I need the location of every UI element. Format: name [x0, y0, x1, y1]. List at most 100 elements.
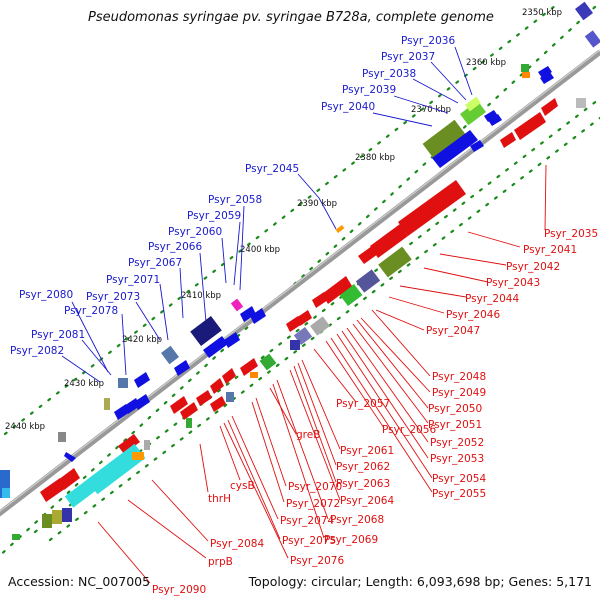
gene-label[interactable]: Psyr_2074	[280, 515, 334, 527]
gene-block	[190, 315, 222, 347]
leader-line	[297, 362, 337, 466]
gene-label[interactable]: Psyr_2047	[426, 325, 480, 337]
gene-block	[522, 72, 530, 78]
gene-label[interactable]: Psyr_2048	[432, 371, 486, 383]
gene-arrow	[174, 360, 190, 376]
gene-arrow	[538, 66, 552, 78]
leader-line	[269, 387, 297, 435]
gene-label[interactable]: Psyr_2081	[31, 329, 85, 341]
gene-label[interactable]: Psyr_2071	[106, 274, 160, 286]
leader-line	[454, 46, 473, 96]
gene-arrow	[540, 72, 554, 84]
gene-block	[465, 96, 481, 112]
inner-gene-labels: Psyr_2035 Psyr_2041 Psyr_2042 Psyr_2043 …	[152, 228, 598, 596]
gene-label[interactable]: prpB	[208, 556, 233, 568]
gene-label[interactable]: Psyr_2080	[19, 289, 73, 301]
gene-label[interactable]: Psyr_2056	[382, 424, 436, 436]
gene-label[interactable]: Psyr_2090	[152, 584, 206, 596]
gene-label[interactable]: Psyr_2049	[432, 387, 486, 399]
gene-label[interactable]: Psyr_2072	[286, 498, 340, 510]
gene-block	[86, 443, 146, 495]
gene-label[interactable]: Psyr_2084	[210, 538, 264, 550]
leader-line	[372, 112, 433, 127]
gene-block	[576, 98, 586, 108]
gene-label[interactable]: Psyr_2057	[336, 398, 390, 410]
gene-arrow	[500, 132, 516, 148]
gene-label[interactable]: Psyr_2063	[336, 478, 390, 490]
topology-text: Topology: circular; Length: 6,093,698 bp…	[248, 574, 592, 589]
gene-label[interactable]: Psyr_2043	[486, 277, 540, 289]
leader-line	[61, 355, 101, 383]
gene-block	[339, 283, 363, 307]
gene-label[interactable]: Psyr_2078	[64, 305, 118, 317]
gene-arrow	[322, 276, 352, 304]
leader-line	[71, 301, 109, 373]
gene-label[interactable]: Psyr_2070	[288, 481, 342, 493]
gene-arrow	[180, 402, 198, 420]
gene-label[interactable]: Psyr_2044	[465, 293, 519, 305]
gene-label[interactable]: Psyr_2076	[290, 555, 344, 567]
leader-line	[399, 285, 467, 298]
gene-label[interactable]: Psyr_2051	[428, 419, 482, 431]
gene-label[interactable]: thrH	[208, 493, 231, 505]
gene-label[interactable]: Psyr_2039	[342, 84, 396, 96]
gene-label[interactable]: Psyr_2036	[401, 35, 455, 47]
gene-label[interactable]: Psyr_2046	[446, 309, 500, 321]
gene-arrow	[358, 246, 378, 264]
gene-label[interactable]: Psyr_2069	[324, 534, 378, 546]
gene-label[interactable]: Psyr_2060	[168, 226, 222, 238]
leader-line	[179, 267, 184, 319]
gene-label[interactable]: Psyr_2040	[321, 101, 375, 113]
gene-label[interactable]: Psyr_2058	[208, 194, 262, 206]
gene-label[interactable]: Psyr_2067	[128, 257, 182, 269]
gene-label[interactable]: Psyr_2073	[86, 291, 140, 303]
outer-guide-arc-2	[3, 4, 557, 436]
gene-arrow	[240, 358, 258, 376]
gene-arrow	[210, 378, 224, 394]
gene-label[interactable]: Psyr_2042	[506, 261, 560, 273]
outer-leader-lines	[61, 46, 473, 383]
gene-arrow	[312, 292, 328, 308]
gene-label[interactable]: cysB	[230, 480, 255, 492]
leader-line	[430, 61, 467, 101]
gene-label[interactable]: Psyr_2062	[336, 461, 390, 473]
gene-block	[250, 372, 258, 378]
gene-label[interactable]: Psyr_2064	[340, 495, 394, 507]
gene-label[interactable]: Psyr_2068	[330, 514, 384, 526]
gene-block	[290, 340, 300, 350]
leader-line	[227, 419, 281, 540]
gene-label[interactable]: Psyr_2061	[340, 445, 394, 457]
gene-label[interactable]: Psyr_2041	[523, 244, 577, 256]
gene-block	[132, 452, 144, 460]
gene-block	[230, 298, 244, 312]
leader-line	[346, 327, 429, 443]
gene-arrow	[210, 396, 226, 412]
gene-label[interactable]: greB	[296, 429, 320, 441]
gene-label[interactable]: Psyr_2059	[187, 210, 241, 222]
gene-label[interactable]: Psyr_2050	[428, 403, 482, 415]
gene-block	[0, 470, 10, 498]
gene-label[interactable]: Psyr_2055	[432, 488, 486, 500]
gene-label[interactable]: Psyr_2054	[432, 473, 486, 485]
gene-block	[52, 510, 62, 524]
gene-label[interactable]: Psyr_2045	[245, 163, 299, 175]
gene-label[interactable]: Psyr_2052	[430, 437, 484, 449]
leader-line	[375, 309, 425, 331]
outer-gene-labels: Psyr_2036 Psyr_2037 Psyr_2038 Psyr_2039 …	[10, 35, 455, 357]
gene-label[interactable]: Psyr_2053	[430, 453, 484, 465]
gene-label[interactable]: Psyr_2066	[148, 241, 202, 253]
gene-label[interactable]: Psyr_2082	[10, 345, 64, 357]
accession-text: Accession: NC_007005	[8, 574, 151, 589]
gene-label[interactable]: Psyr_2075	[282, 535, 336, 547]
gene-label[interactable]: Psyr_2037	[381, 51, 435, 63]
gene-label[interactable]: Psyr_2038	[362, 68, 416, 80]
leader-line	[325, 340, 385, 429]
scale-tick: 2390 kbp	[297, 199, 337, 209]
gene-label[interactable]: Psyr_2035	[544, 228, 598, 240]
leader-line	[293, 365, 337, 483]
scale-tick: 2430 kbp	[64, 379, 104, 389]
gene-block	[226, 392, 234, 402]
gene-block	[160, 345, 180, 365]
gene-block	[144, 440, 150, 450]
leader-line	[127, 499, 207, 559]
